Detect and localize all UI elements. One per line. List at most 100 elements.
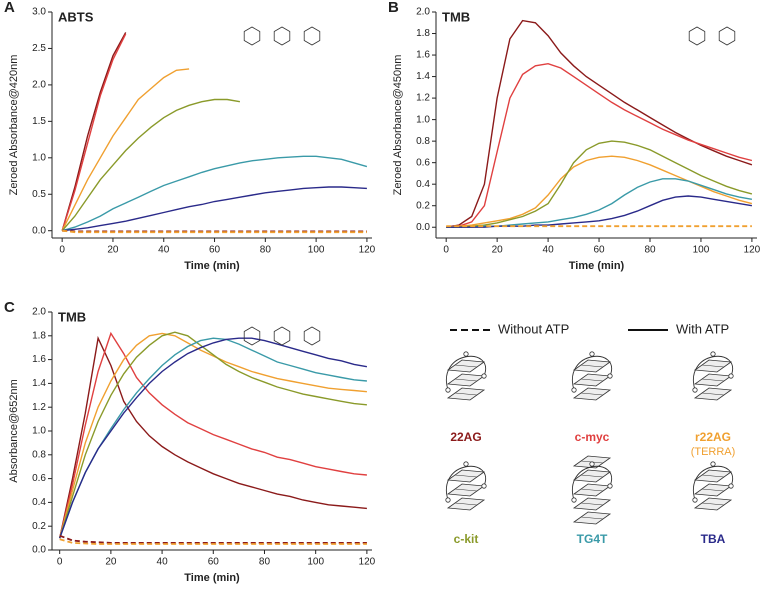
x-axis-label: Time (min): [184, 260, 240, 272]
nucleotide: [607, 483, 613, 489]
quadruplex-icon: [571, 351, 613, 401]
tetrad-grid: [701, 364, 725, 368]
structure-ring: [273, 326, 291, 346]
series-line: [59, 331, 367, 539]
nucleotide: [445, 387, 451, 393]
series-line: [446, 155, 753, 228]
y-tick-label: 1.6: [416, 50, 430, 61]
series-line: [62, 186, 367, 232]
y-tick-label: 0.2: [416, 200, 430, 211]
series-line: [59, 337, 368, 539]
x-tick-label: 120: [744, 245, 761, 256]
x-tick-label: 100: [307, 557, 324, 568]
series-line: [446, 62, 753, 228]
tetrad-grid: [580, 392, 604, 396]
y-tick-label: 1.8: [32, 330, 46, 341]
nucleotide: [607, 373, 613, 379]
x-tick-label: 20: [105, 557, 117, 568]
tetrad-grid: [454, 502, 478, 506]
tetrad-grid: [580, 516, 604, 520]
y-tick-label: 3.0: [32, 7, 46, 18]
y-tick-label: 0.6: [416, 157, 430, 168]
y-tick-label: 1.2: [416, 93, 430, 104]
tetrad-grid: [454, 378, 478, 382]
y-tick-label: 0.0: [416, 222, 430, 233]
x-tick-label: 40: [158, 245, 170, 256]
y-tick-label: 0.8: [32, 449, 46, 460]
quadruplex-label: c-myc: [575, 430, 610, 444]
y-axis-label: Zeroed Absorbance@420nm: [8, 55, 20, 196]
x-tick-label: 120: [359, 245, 376, 256]
series-line: [61, 32, 127, 231]
x-tick-label: 0: [57, 557, 63, 568]
y-tick-label: 2.0: [416, 7, 430, 18]
tetrad-grid: [701, 488, 725, 492]
y-tick-label: 0.5: [32, 189, 46, 200]
tetrad-grid: [580, 474, 604, 478]
structure-ring: [243, 26, 261, 46]
series-line: [59, 335, 367, 539]
y-tick-label: 2.0: [32, 80, 46, 91]
series-line: [59, 337, 367, 539]
terra-note: (TERRA): [691, 446, 736, 458]
x-tick-label: 20: [492, 245, 504, 256]
y-tick-label: 1.0: [32, 152, 46, 163]
nucleotide: [571, 387, 577, 393]
y-tick-label: 0.4: [416, 179, 430, 190]
x-tick-label: 80: [259, 557, 271, 568]
x-tick-label: 100: [693, 245, 710, 256]
tetrad-grid: [454, 474, 478, 478]
y-axis-label: Zeroed Absorbance@450nm: [392, 55, 404, 196]
x-tick-label: 100: [308, 245, 325, 256]
y-tick-label: 1.8: [416, 28, 430, 39]
tetrad-grid: [701, 474, 725, 478]
chart-title: TMB: [58, 309, 86, 324]
x-tick-label: 120: [359, 557, 376, 568]
series-line: [61, 68, 190, 232]
y-tick-label: 0.0: [32, 545, 46, 556]
quadruplex-icon: [692, 461, 734, 511]
structure-ring: [243, 326, 261, 346]
x-axis-label: Time (min): [184, 572, 240, 584]
y-tick-label: 1.2: [32, 402, 46, 413]
x-tick-label: 0: [443, 245, 449, 256]
loop: [445, 465, 487, 501]
quadruplex-label: c-kit: [454, 532, 479, 546]
loop: [692, 355, 734, 391]
series-line: [446, 178, 753, 228]
x-tick-label: 60: [209, 245, 221, 256]
quadruplex-icon: [692, 351, 734, 401]
tetrad-grid: [580, 488, 604, 492]
nucleotide: [710, 461, 716, 467]
nucleotide: [589, 351, 595, 357]
series-line: [59, 331, 367, 539]
nucleotide: [571, 497, 577, 503]
y-tick-label: 1.4: [32, 378, 46, 389]
nucleotide: [481, 373, 487, 379]
legend-label: With ATP: [676, 321, 729, 336]
tetrad-grid: [454, 364, 478, 368]
x-tick-label: 20: [107, 245, 119, 256]
quadruplex-label: r22AG: [695, 430, 731, 444]
structure-ring: [303, 326, 321, 346]
quadruplex-label: 22AG: [450, 430, 481, 444]
nucleotide: [728, 483, 734, 489]
structure-ring: [303, 26, 321, 46]
loop: [571, 355, 613, 391]
x-tick-label: 0: [59, 245, 65, 256]
tetrad-grid: [701, 502, 725, 506]
loop: [692, 465, 734, 501]
structure-ring: [688, 26, 706, 46]
x-tick-label: 60: [208, 557, 220, 568]
nucleotide: [710, 351, 716, 357]
tetrad-grid: [701, 378, 725, 382]
quadruplex-label: TG4T: [577, 532, 608, 546]
series-line: [446, 195, 753, 228]
chart-title: TMB: [442, 9, 470, 24]
series-line: [59, 534, 367, 544]
series-line: [62, 229, 367, 234]
tetrad-grid: [580, 378, 604, 382]
panel-letter: A: [4, 0, 15, 16]
y-tick-label: 1.6: [32, 354, 46, 365]
y-tick-label: 0.2: [32, 521, 46, 532]
